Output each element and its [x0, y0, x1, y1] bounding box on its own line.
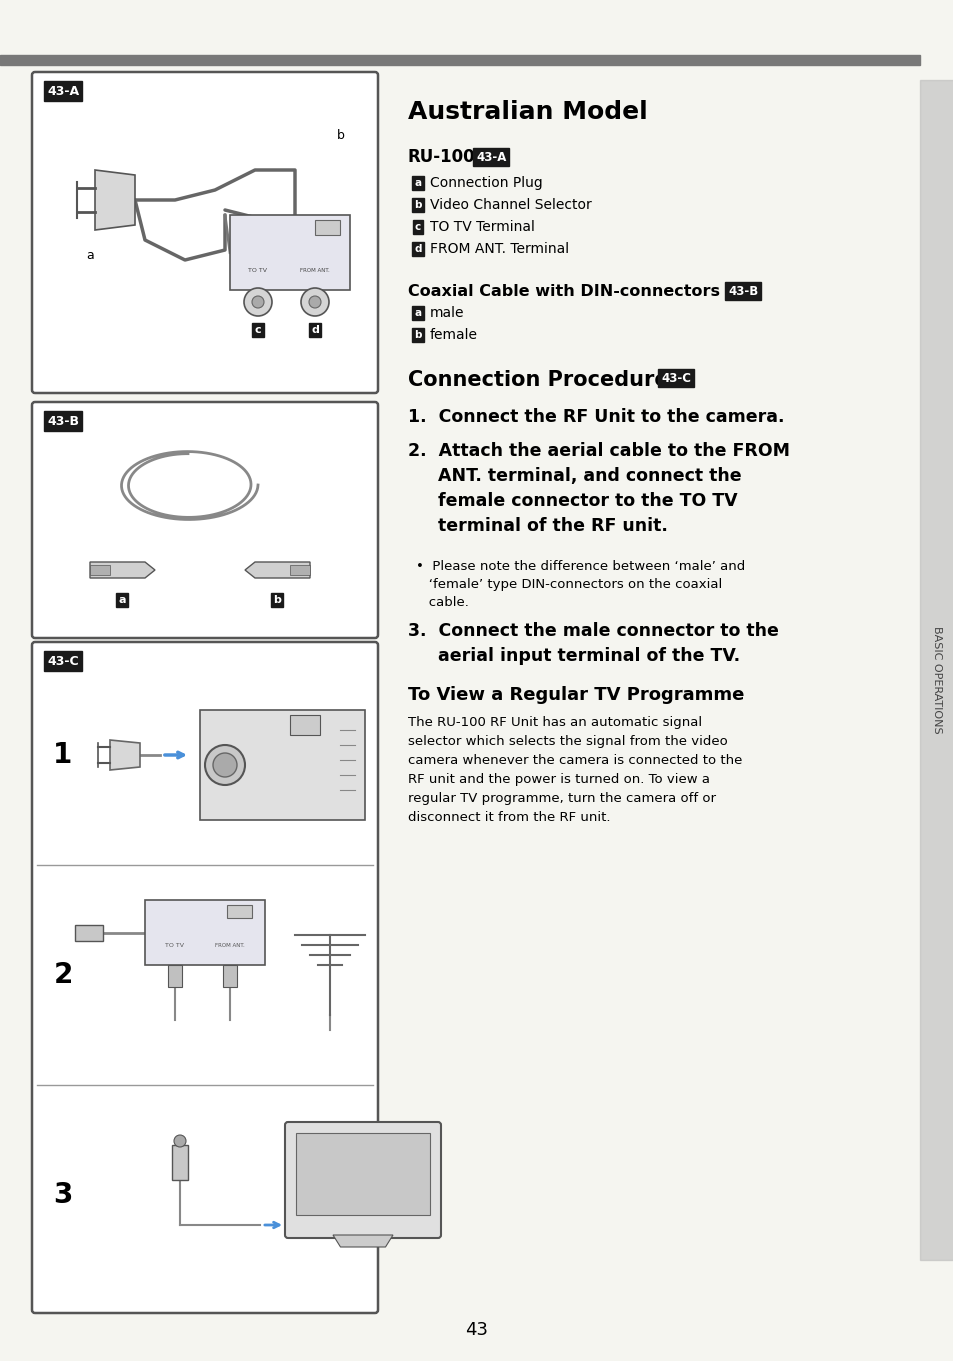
Text: 1: 1	[53, 740, 72, 769]
Text: 1.  Connect the RF Unit to the camera.: 1. Connect the RF Unit to the camera.	[408, 408, 783, 426]
Bar	[172, 1145, 188, 1180]
FancyBboxPatch shape	[32, 401, 377, 638]
Text: TO TV: TO TV	[248, 268, 267, 272]
Bar	[290, 565, 310, 574]
Text: FROM ANT.: FROM ANT.	[300, 268, 330, 272]
Bar	[145, 900, 265, 965]
Text: The RU-100 RF Unit has an automatic signal
selector which selects the signal fro: The RU-100 RF Unit has an automatic sign…	[408, 716, 741, 823]
FancyBboxPatch shape	[32, 642, 377, 1313]
Polygon shape	[333, 1234, 393, 1247]
Bar	[230, 215, 350, 290]
Text: a: a	[118, 595, 126, 606]
Text: c: c	[254, 325, 261, 335]
Circle shape	[205, 744, 245, 785]
Text: Video Channel Selector: Video Channel Selector	[430, 197, 591, 212]
Text: female: female	[430, 328, 477, 342]
Bar	[90, 565, 110, 574]
Bar	[200, 710, 365, 819]
Polygon shape	[90, 562, 154, 578]
Circle shape	[301, 289, 329, 316]
Text: Connection Plug: Connection Plug	[430, 176, 542, 191]
Text: b: b	[273, 595, 280, 606]
Text: Coaxial Cable with DIN-connectors: Coaxial Cable with DIN-connectors	[408, 284, 720, 299]
Text: Connection Procedure: Connection Procedure	[408, 370, 668, 391]
Text: Australian Model: Australian Model	[408, 99, 647, 124]
Bar	[168, 965, 182, 987]
Text: TO TV Terminal: TO TV Terminal	[430, 220, 535, 234]
Text: a: a	[86, 249, 93, 261]
Text: 43-C: 43-C	[47, 655, 78, 667]
FancyBboxPatch shape	[285, 1121, 440, 1239]
Bar	[295, 1132, 430, 1215]
Polygon shape	[245, 562, 310, 578]
Circle shape	[309, 295, 320, 308]
Text: 2.  Attach the aerial cable to the FROM
     ANT. terminal, and connect the
    : 2. Attach the aerial cable to the FROM A…	[408, 442, 789, 535]
Text: To View a Regular TV Programme: To View a Regular TV Programme	[408, 686, 743, 704]
Text: 3: 3	[53, 1181, 72, 1209]
Text: BASIC OPERATIONS: BASIC OPERATIONS	[931, 626, 941, 734]
Circle shape	[252, 295, 264, 308]
Text: 43-B: 43-B	[47, 415, 79, 427]
Text: 43: 43	[465, 1322, 488, 1339]
Text: b: b	[336, 128, 345, 142]
Text: 2: 2	[53, 961, 72, 989]
Bar	[290, 715, 319, 735]
Text: 43-A: 43-A	[476, 151, 506, 163]
Text: RU-100: RU-100	[408, 148, 476, 166]
Text: 43-A: 43-A	[47, 84, 79, 98]
Text: c: c	[415, 222, 420, 231]
Circle shape	[244, 289, 272, 316]
Polygon shape	[110, 740, 140, 770]
Text: male: male	[430, 306, 464, 320]
Text: FROM ANT.: FROM ANT.	[214, 943, 245, 947]
Circle shape	[173, 1135, 186, 1147]
Text: 3.  Connect the male connector to the
     aerial input terminal of the TV.: 3. Connect the male connector to the aer…	[408, 622, 778, 666]
Text: a: a	[414, 308, 421, 318]
Circle shape	[213, 753, 236, 777]
Bar	[223, 965, 236, 987]
Text: a: a	[414, 178, 421, 188]
Bar	[919, 80, 953, 1260]
Text: FROM ANT. Terminal: FROM ANT. Terminal	[430, 242, 569, 256]
Text: 43-B: 43-B	[727, 284, 758, 298]
Bar	[314, 220, 339, 235]
FancyBboxPatch shape	[32, 72, 377, 393]
Bar	[227, 905, 252, 919]
Text: b: b	[414, 200, 421, 210]
Text: d: d	[311, 325, 318, 335]
Polygon shape	[95, 170, 135, 230]
Text: 43-C: 43-C	[660, 372, 690, 385]
Text: •  Please note the difference between ‘male’ and
   ‘female’ type DIN-connectors: • Please note the difference between ‘ma…	[416, 559, 744, 608]
Polygon shape	[75, 924, 103, 940]
Text: d: d	[414, 244, 421, 255]
Text: b: b	[414, 329, 421, 340]
Bar	[0, 54, 919, 65]
Text: TO TV: TO TV	[165, 943, 184, 947]
